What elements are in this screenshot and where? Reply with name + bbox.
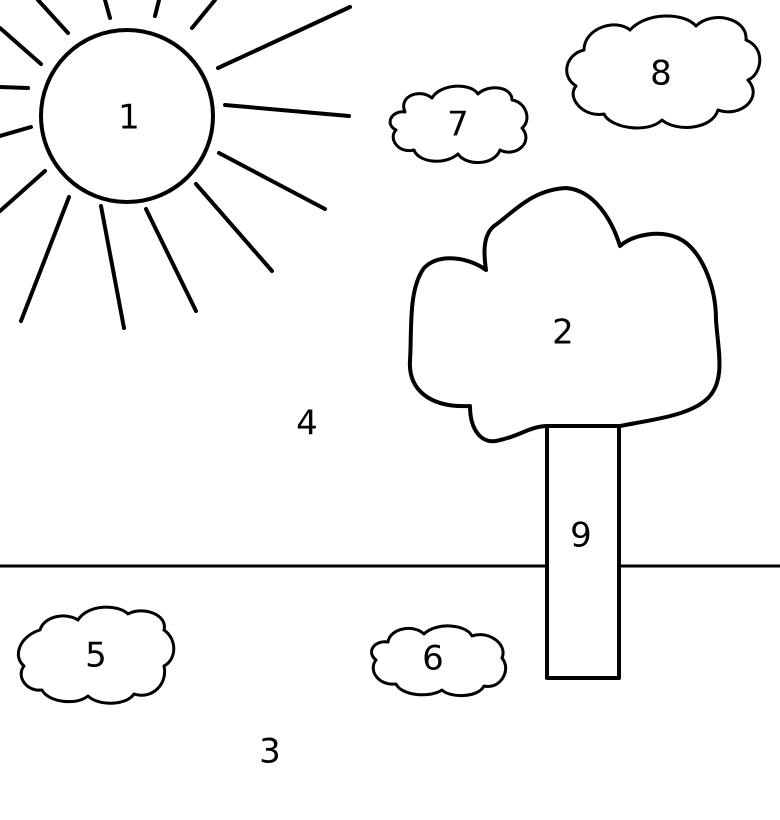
bush-left: 5 [17,605,176,705]
bush-middle: 6 [370,624,508,697]
region-label-bush-middle: 6 [422,639,444,679]
sun-ray [217,151,327,211]
bush-left-outline [17,605,176,705]
sun-ray [216,5,352,70]
sun-ray [223,103,351,118]
sun-ray [19,195,71,323]
sun-ray [36,0,70,35]
tree-crown-outline [407,186,722,444]
tree-crown: 2 [407,186,722,444]
region-label-cloud-small: 7 [447,105,469,145]
sun-ray [153,0,161,18]
region-label-sun: 1 [118,98,140,138]
cloud-small-outline [388,84,529,164]
region-label-cloud-large: 8 [650,54,672,94]
tree-trunk-outline [545,424,621,680]
region-label-tree-crown: 2 [552,313,574,353]
region-label-bush-left: 5 [85,636,107,676]
sun-ray [0,169,47,213]
sun-ray [99,204,126,330]
cloud-large: 8 [565,14,762,130]
sun: 1 [0,0,352,330]
sun-ray [144,207,198,313]
bush-middle-outline [370,624,508,697]
sun-disc [39,28,215,204]
region-label-sky: 4 [296,404,318,444]
sun-ray [0,85,30,90]
tree-trunk: 9 [545,424,621,680]
sun-ray [103,0,112,20]
sun-ray [194,182,274,273]
sun-rays [0,0,352,330]
cloud-large-outline [565,14,762,130]
sun-ray [0,125,33,138]
sun-ray [190,0,217,30]
sun-ray [0,26,43,66]
cloud-small: 7 [388,84,529,164]
region-label-ground: 3 [259,732,281,772]
region-label-tree-trunk: 9 [570,516,592,556]
